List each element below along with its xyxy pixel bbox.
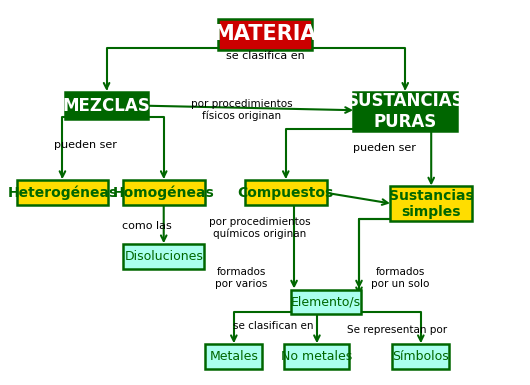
Text: Disoluciones: Disoluciones: [124, 250, 203, 263]
FancyBboxPatch shape: [245, 180, 327, 205]
Text: Compuestos: Compuestos: [237, 186, 334, 199]
Text: se clasifican en: se clasifican en: [233, 321, 313, 331]
Text: por procedimientos
físicos originan: por procedimientos físicos originan: [191, 99, 293, 121]
Text: formados
por varios: formados por varios: [215, 267, 268, 289]
Text: Heterogéneas: Heterogéneas: [7, 185, 118, 200]
Text: Elemento/s: Elemento/s: [291, 295, 361, 308]
FancyBboxPatch shape: [218, 18, 312, 50]
FancyBboxPatch shape: [291, 290, 361, 314]
Text: SUSTANCIAS
PURAS: SUSTANCIAS PURAS: [347, 92, 464, 131]
FancyBboxPatch shape: [123, 244, 204, 269]
Text: se clasifica en: se clasifica en: [226, 51, 304, 61]
Text: Símbolos: Símbolos: [392, 350, 449, 363]
Text: pueden ser: pueden ser: [353, 143, 416, 153]
Text: Se representan por: Se representan por: [347, 325, 447, 335]
FancyBboxPatch shape: [122, 180, 205, 205]
FancyBboxPatch shape: [65, 92, 148, 119]
Text: MEZCLAS: MEZCLAS: [63, 97, 151, 115]
FancyBboxPatch shape: [390, 186, 472, 221]
Text: pueden ser: pueden ser: [55, 140, 117, 150]
Text: Metales: Metales: [209, 350, 258, 363]
Text: formados
por un solo: formados por un solo: [371, 267, 429, 289]
FancyBboxPatch shape: [392, 344, 449, 369]
FancyBboxPatch shape: [354, 92, 457, 131]
FancyBboxPatch shape: [285, 344, 349, 369]
Text: por procedimientos
químicos originan: por procedimientos químicos originan: [209, 217, 311, 239]
Text: No metales: No metales: [281, 350, 352, 363]
FancyBboxPatch shape: [205, 344, 262, 369]
Text: Sustancias
simples: Sustancias simples: [389, 189, 474, 219]
Text: Homogéneas: Homogéneas: [113, 185, 215, 200]
FancyBboxPatch shape: [17, 180, 108, 205]
Text: como las: como las: [122, 221, 171, 231]
Text: MATERIA: MATERIA: [213, 24, 317, 44]
